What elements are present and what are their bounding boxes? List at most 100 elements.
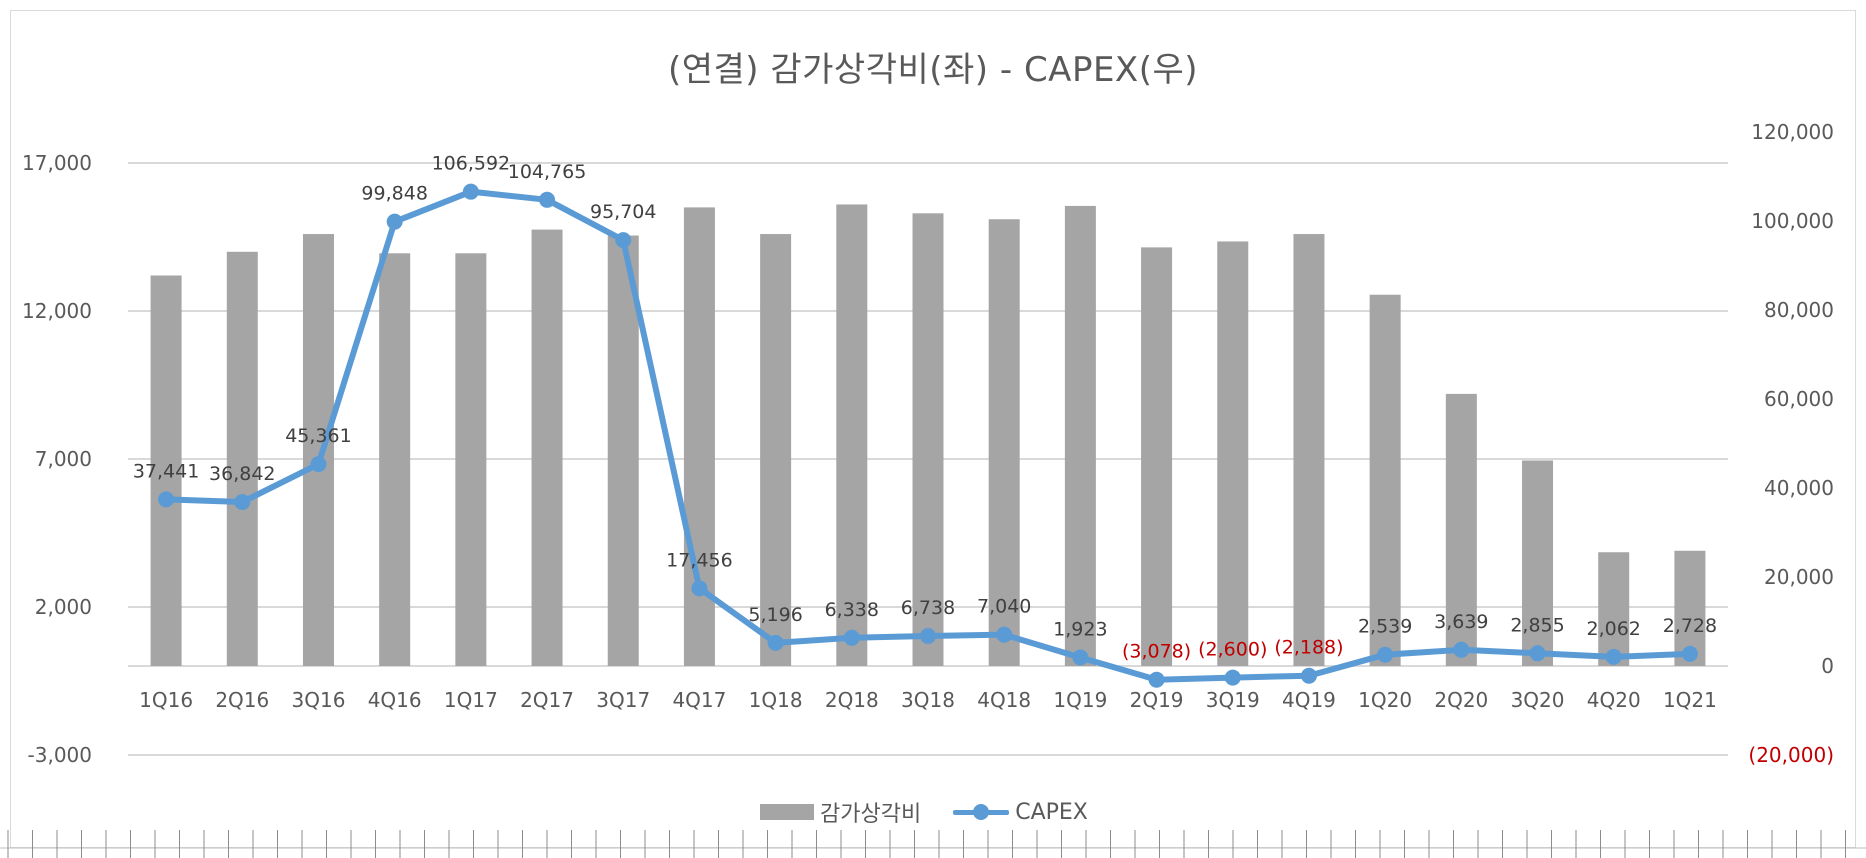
capex-point-1Q18 (767, 634, 784, 651)
bar-2Q16 (226, 251, 258, 667)
bar-4Q19 (1293, 234, 1325, 667)
x-tick-4Q19: 4Q19 (1282, 688, 1336, 712)
capex-point-2Q16 (234, 494, 251, 511)
capex-label-4Q20: 2,062 (1587, 618, 1641, 640)
right-tick-7: 120,000 (1751, 120, 1834, 144)
capex-point-4Q17 (691, 580, 708, 597)
legend-bar-swatch (760, 804, 814, 820)
x-tick-2Q20: 2Q20 (1434, 688, 1488, 712)
bar-3Q18 (912, 213, 944, 666)
x-tick-3Q20: 3Q20 (1511, 688, 1565, 712)
bar-3Q16 (302, 234, 334, 667)
bar-2Q20 (1445, 393, 1477, 666)
capex-label-2Q18: 6,338 (825, 599, 879, 621)
x-tick-3Q16: 3Q16 (292, 688, 346, 712)
x-tick-1Q19: 1Q19 (1053, 688, 1107, 712)
capex-label-2Q20: 3,639 (1434, 611, 1488, 633)
x-tick-4Q20: 4Q20 (1587, 688, 1641, 712)
left-axis: -3,000 2,000 7,000 12,000 17,000 (22, 151, 92, 767)
right-tick-1: 0 (1821, 654, 1834, 678)
x-tick-2Q17: 2Q17 (520, 688, 574, 712)
capex-label-1Q17: 106,592 (432, 153, 511, 175)
bar-4Q20 (1598, 552, 1630, 666)
right-tick-2: 20,000 (1764, 565, 1834, 589)
bar-1Q18 (760, 234, 792, 667)
legend-line-swatch (953, 804, 1010, 820)
capex-label-2Q17: 104,765 (508, 161, 587, 183)
bar-2Q18 (836, 204, 868, 666)
capex-point-1Q19 (1072, 649, 1089, 666)
capex-point-2Q18 (843, 629, 860, 646)
right-tick-0: (20,000) (1748, 743, 1834, 767)
legend-item-line: CAPEX (953, 800, 1088, 825)
capex-point-3Q16 (310, 456, 327, 473)
right-tick-5: 80,000 (1764, 298, 1834, 322)
capex-point-2Q19 (1148, 671, 1165, 688)
capex-point-3Q17 (615, 232, 632, 249)
capex-point-3Q19 (1224, 669, 1241, 686)
bar-3Q20 (1522, 460, 1554, 666)
ruler-ticks (0, 830, 1866, 858)
bar-series (150, 204, 1706, 667)
x-tick-1Q21: 1Q21 (1663, 688, 1717, 712)
x-tick-2Q16: 2Q16 (215, 688, 269, 712)
capex-label-1Q16: 37,441 (133, 460, 199, 482)
x-tick-1Q20: 1Q20 (1358, 688, 1412, 712)
x-tick-1Q18: 1Q18 (749, 688, 803, 712)
capex-point-3Q18 (920, 628, 936, 645)
capex-point-1Q17 (462, 183, 479, 200)
capex-label-1Q19: 1,923 (1053, 618, 1107, 640)
line-series (158, 183, 1698, 688)
x-tick-4Q16: 4Q16 (368, 688, 422, 712)
x-tick-3Q19: 3Q19 (1206, 688, 1260, 712)
right-tick-3: 40,000 (1764, 476, 1834, 500)
capex-point-2Q20 (1453, 641, 1470, 658)
bar-3Q19 (1217, 241, 1249, 666)
capex-label-4Q16: 99,848 (361, 183, 427, 205)
legend: 감가상각비 CAPEX (760, 796, 1120, 828)
capex-label-2Q16: 36,842 (209, 463, 275, 485)
bar-1Q19 (1064, 205, 1096, 667)
capex-label-4Q18: 7,040 (977, 596, 1031, 618)
x-tick-3Q17: 3Q17 (596, 688, 650, 712)
legend-label-bars: 감가상각비 (820, 802, 922, 827)
capex-label-1Q21: 2,728 (1663, 615, 1717, 637)
capex-point-4Q16 (386, 213, 403, 230)
right-axis: (20,000) 0 20,000 40,000 60,000 80,000 100,000… (1748, 120, 1834, 767)
bar-1Q16 (150, 275, 182, 666)
capex-label-4Q17: 17,456 (666, 549, 732, 571)
capex-label-3Q18: 6,738 (901, 597, 955, 619)
capex-label-3Q20: 2,855 (1510, 614, 1564, 636)
x-tick-2Q19: 2Q19 (1130, 688, 1184, 712)
data-labels: 37,441 36,842 45,361 99,848106,592104,76595… (133, 153, 1717, 663)
right-tick-4: 60,000 (1764, 387, 1834, 411)
legend-item-bars: 감가상각비 (760, 796, 921, 828)
capex-point-4Q19 (1300, 667, 1317, 684)
left-tick-0: -3,000 (28, 743, 92, 767)
chart-title: (연결) 감가상각비(좌) - CAPEX(우) (667, 50, 1199, 90)
capex-point-1Q16 (158, 491, 175, 508)
bar-1Q17 (455, 253, 487, 666)
capex-point-1Q21 (1681, 645, 1698, 662)
left-tick-3: 12,000 (22, 299, 92, 323)
x-tick-2Q18: 2Q18 (825, 688, 879, 712)
bar-4Q18 (988, 219, 1020, 667)
bar-4Q16 (379, 253, 411, 666)
capex-label-3Q17: 95,704 (590, 201, 656, 223)
x-tick-4Q18: 4Q18 (977, 688, 1031, 712)
left-tick-2: 7,000 (35, 447, 92, 471)
left-tick-1: 2,000 (35, 595, 92, 619)
bar-2Q19 (1141, 247, 1173, 667)
x-axis: 1Q16 2Q16 3Q16 4Q16 1Q17 2Q17 3Q17 4Q17 1Q18 2Q18… (139, 688, 1717, 712)
x-tick-3Q18: 3Q18 (901, 688, 955, 712)
legend-label-line: CAPEX (1015, 799, 1088, 825)
capex-label-3Q19: (2,600) (1198, 639, 1267, 661)
capex-label-4Q19: (2,188) (1274, 637, 1343, 659)
capex-point-4Q20 (1605, 648, 1622, 665)
bar-1Q20 (1369, 294, 1401, 666)
capex-point-4Q18 (996, 626, 1013, 643)
left-tick-4: 17,000 (22, 151, 92, 175)
x-tick-4Q17: 4Q17 (672, 688, 726, 712)
bar-3Q17 (607, 235, 639, 666)
